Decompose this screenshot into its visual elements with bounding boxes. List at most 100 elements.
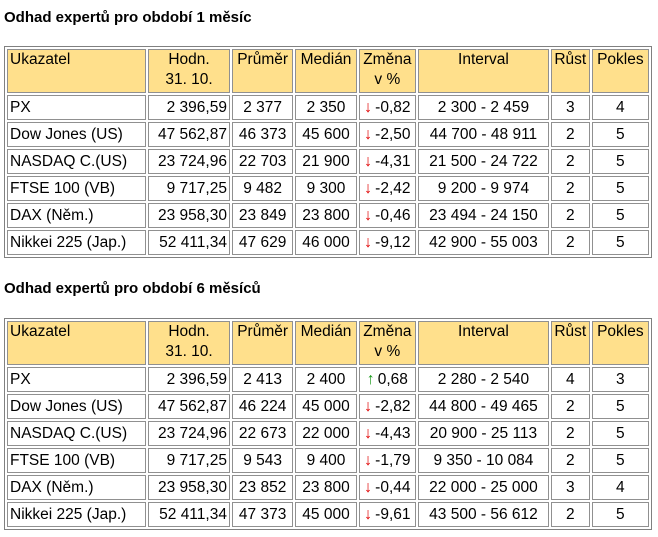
cell-average: 47 373: [231, 502, 294, 527]
arrow-down-icon: ↓: [364, 153, 373, 170]
change-value: -2,50: [375, 126, 411, 143]
cell-indicator-name: PX: [7, 95, 147, 120]
cell-average: 23 852: [231, 475, 294, 500]
table-row: DAX (Něm.) 23 958,30 23 849 23 800 ↓ -0,46 23 …: [7, 203, 649, 228]
table-header-row: Ukazatel Hodn. 31. 10. Průměr Medián Změn…: [7, 321, 649, 365]
cell-indicator-name: Dow Jones (US): [7, 122, 147, 147]
cell-value: 23 958,30: [148, 203, 230, 228]
cell-change: ↓ -2,50: [358, 122, 416, 147]
change-value: -4,31: [375, 153, 411, 170]
cell-average: 47 629: [231, 230, 294, 255]
forecast-table-6-months: Ukazatel Hodn. 31. 10. Průměr Medián Změn…: [4, 318, 652, 530]
col-header-decline: Pokles: [591, 321, 649, 365]
cell-change: ↓ -2,82: [358, 394, 416, 419]
cell-change: ↓ -1,79: [358, 448, 416, 473]
table-row: DAX (Něm.) 23 958,30 23 852 23 800 ↓ -0,44 22 …: [7, 475, 649, 500]
change-value: -2,82: [375, 398, 411, 415]
cell-growth: 3: [550, 95, 590, 120]
cell-decline: 3: [591, 367, 649, 392]
table-row: NASDAQ C.(US) 23 724,96 22 673 22 000 ↓ -4,43…: [7, 421, 649, 446]
col-header-change: Změna v %: [358, 49, 416, 93]
cell-decline: 5: [591, 502, 649, 527]
cell-average: 9 482: [231, 176, 294, 201]
change-value: -4,43: [375, 425, 411, 442]
cell-change: ↓ -4,31: [358, 149, 416, 174]
cell-median: 45 600: [295, 122, 357, 147]
cell-value: 9 717,25: [148, 448, 230, 473]
cell-median: 9 400: [295, 448, 357, 473]
cell-interval: 9 350 - 10 084: [417, 448, 549, 473]
cell-interval: 42 900 - 55 003: [417, 230, 549, 255]
cell-value: 23 724,96: [148, 421, 230, 446]
table-row: NASDAQ C.(US) 23 724,96 22 703 21 900 ↓ -4,31…: [7, 149, 649, 174]
cell-indicator-name: NASDAQ C.(US): [7, 421, 147, 446]
arrow-up-icon: ↑: [366, 371, 375, 388]
arrow-down-icon: ↓: [364, 425, 373, 442]
col-header-interval: Interval: [417, 321, 549, 365]
cell-decline: 5: [591, 176, 649, 201]
col-header-value: Hodn. 31. 10.: [148, 49, 230, 93]
col-header-change: Změna v %: [358, 321, 416, 365]
cell-median: 46 000: [295, 230, 357, 255]
table-row: Nikkei 225 (Jap.) 52 411,34 47 629 46 000 ↓ -…: [7, 230, 649, 255]
cell-change: ↓ -2,42: [358, 176, 416, 201]
col-header-growth: Růst: [550, 49, 590, 93]
cell-change: ↓ -0,82: [358, 95, 416, 120]
col-header-value: Hodn. 31. 10.: [148, 321, 230, 365]
cell-value: 47 562,87: [148, 122, 230, 147]
cell-value: 52 411,34: [148, 230, 230, 255]
arrow-down-icon: ↓: [364, 99, 373, 116]
cell-average: 2 413: [231, 367, 294, 392]
cell-growth: 2: [550, 394, 590, 419]
cell-median: 22 000: [295, 421, 357, 446]
cell-interval: 44 800 - 49 465: [417, 394, 549, 419]
col-header-indicator: Ukazatel: [7, 321, 147, 365]
cell-average: 9 543: [231, 448, 294, 473]
cell-average: 22 703: [231, 149, 294, 174]
change-value: -1,79: [375, 452, 411, 469]
cell-change: ↓ -0,44: [358, 475, 416, 500]
cell-growth: 2: [550, 421, 590, 446]
change-value: -2,42: [375, 180, 411, 197]
cell-indicator-name: Nikkei 225 (Jap.): [7, 230, 147, 255]
col-header-decline: Pokles: [591, 49, 649, 93]
cell-decline: 5: [591, 230, 649, 255]
forecast-table-1-month: Ukazatel Hodn. 31. 10. Průměr Medián Změn…: [4, 46, 652, 258]
cell-decline: 5: [591, 448, 649, 473]
cell-growth: 3: [550, 475, 590, 500]
cell-growth: 2: [550, 230, 590, 255]
cell-indicator-name: Dow Jones (US): [7, 394, 147, 419]
change-value: 0,68: [377, 371, 408, 388]
cell-average: 46 224: [231, 394, 294, 419]
col-header-interval: Interval: [417, 49, 549, 93]
cell-change: ↑ 0,68: [358, 367, 416, 392]
cell-interval: 20 900 - 25 113: [417, 421, 549, 446]
cell-median: 45 000: [295, 394, 357, 419]
cell-median: 21 900: [295, 149, 357, 174]
cell-interval: 2 280 - 2 540: [417, 367, 549, 392]
cell-change: ↓ -9,12: [358, 230, 416, 255]
cell-decline: 5: [591, 149, 649, 174]
cell-decline: 4: [591, 475, 649, 500]
col-header-growth: Růst: [550, 321, 590, 365]
col-header-average: Průměr: [231, 49, 294, 93]
cell-decline: 5: [591, 421, 649, 446]
cell-decline: 5: [591, 394, 649, 419]
cell-median: 45 000: [295, 502, 357, 527]
cell-interval: 9 200 - 9 974: [417, 176, 549, 201]
col-header-median: Medián: [295, 321, 357, 365]
cell-average: 23 849: [231, 203, 294, 228]
cell-median: 9 300: [295, 176, 357, 201]
cell-median: 23 800: [295, 475, 357, 500]
change-value: -9,61: [375, 506, 411, 523]
arrow-down-icon: ↓: [364, 479, 373, 496]
cell-interval: 23 494 - 24 150: [417, 203, 549, 228]
col-header-indicator: Ukazatel: [7, 49, 147, 93]
section-title-1-month: Odhad expertů pro období 1 měsíc: [4, 9, 252, 26]
section-title-6-months: Odhad expertů pro období 6 měsíců: [4, 280, 261, 297]
arrow-down-icon: ↓: [364, 180, 373, 197]
cell-decline: 5: [591, 203, 649, 228]
cell-value: 2 396,59: [148, 367, 230, 392]
table-row: PX 2 396,59 2 413 2 400 ↑ 0,68 2 280 - 2 540 4 3: [7, 367, 649, 392]
cell-median: 2 400: [295, 367, 357, 392]
